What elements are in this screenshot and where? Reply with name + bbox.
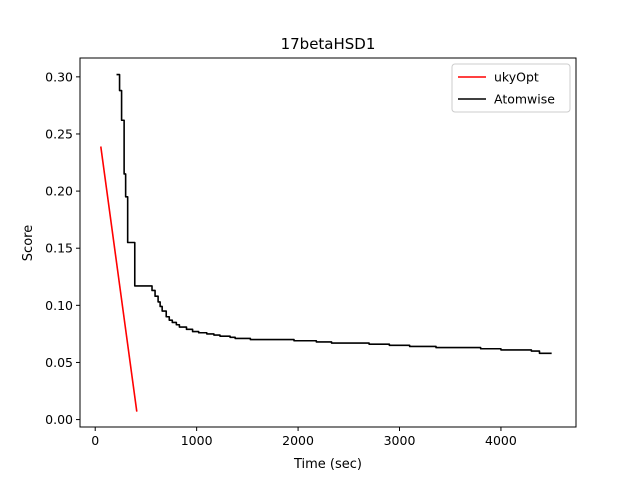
y-tick-label: 0.30 (45, 69, 73, 84)
axes-frame (79, 57, 577, 428)
x-tick-label: 0 (91, 433, 99, 448)
x-tick-label: 3000 (384, 433, 416, 448)
series-layer (99, 73, 552, 412)
y-tick-label: 0.05 (45, 355, 73, 370)
y-tick-label: 0.10 (45, 298, 73, 313)
y-axis-label: Score (21, 225, 36, 261)
y-tick-label: 0.20 (45, 184, 73, 199)
x-tick-label: 4000 (485, 433, 517, 448)
y-tick-label: 0.25 (45, 126, 73, 141)
legend-label: Atomwise (494, 92, 555, 107)
x-axis: 0 1000 2000 3000 4000 (91, 427, 517, 448)
series-line-ukyopt (99, 146, 138, 412)
chart-title: 17betaHSD1 (281, 35, 376, 53)
legend-box (451, 63, 571, 113)
y-tick-label: 0.00 (45, 412, 73, 427)
y-tick-label: 0.15 (45, 241, 73, 256)
series-line-atomwise (116, 73, 552, 355)
x-tick-label: 1000 (181, 433, 213, 448)
legend-label: ukyOpt (494, 70, 539, 85)
x-axis-label: Time (sec) (293, 457, 362, 472)
x-tick-label: 2000 (282, 433, 314, 448)
legend: ukyOpt Atomwise (451, 63, 571, 113)
y-axis: 0.00 0.05 0.10 0.15 0.20 0.25 0.30 (45, 69, 80, 427)
